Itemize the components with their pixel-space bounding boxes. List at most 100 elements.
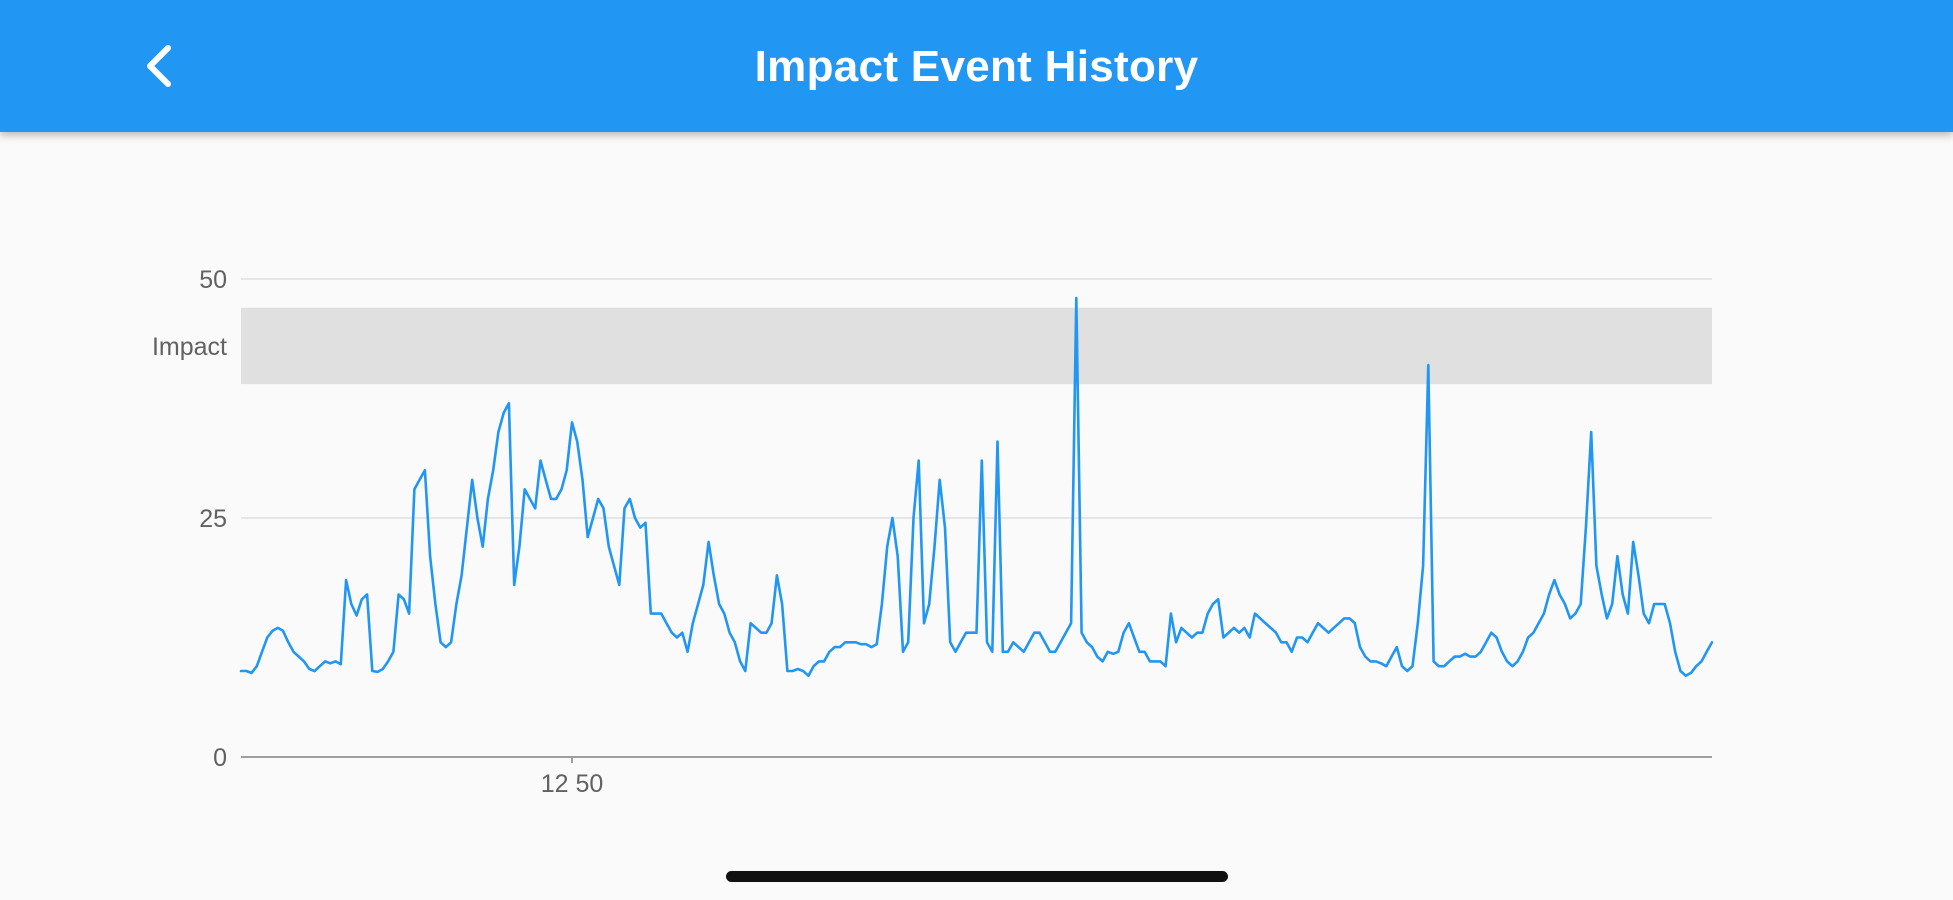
data-point — [1395, 645, 1399, 649]
data-point — [1001, 650, 1005, 654]
data-point — [1095, 655, 1099, 659]
data-point — [1500, 650, 1504, 654]
data-point — [1279, 640, 1283, 644]
data-point — [1400, 664, 1404, 668]
data-point — [1195, 631, 1199, 635]
data-point — [397, 593, 401, 597]
data-point — [654, 612, 658, 616]
data-point — [1116, 650, 1120, 654]
data-point — [943, 526, 947, 530]
data-point — [1673, 650, 1677, 654]
data-point — [486, 497, 490, 501]
data-point — [1274, 631, 1278, 635]
data-point — [407, 612, 411, 616]
data-point — [817, 659, 821, 663]
data-point — [381, 667, 385, 671]
data-point — [954, 650, 958, 654]
data-point — [996, 440, 1000, 444]
data-point — [349, 602, 353, 606]
data-point — [759, 631, 763, 635]
data-point — [901, 650, 905, 654]
data-point — [1384, 664, 1388, 668]
data-point — [964, 631, 968, 635]
data-point — [560, 487, 564, 491]
data-point — [717, 602, 721, 606]
data-point — [1390, 655, 1394, 659]
data-point — [1510, 664, 1514, 668]
data-point — [1059, 640, 1063, 644]
data-point — [412, 487, 416, 491]
data-point — [1337, 621, 1341, 625]
data-point — [1421, 564, 1425, 568]
data-point — [297, 655, 301, 659]
data-point — [696, 602, 700, 606]
data-point — [749, 621, 753, 625]
data-point — [386, 659, 390, 663]
data-point — [491, 468, 495, 472]
data-point — [623, 506, 627, 510]
data-point — [1227, 631, 1231, 635]
data-point — [1684, 674, 1688, 678]
data-point — [838, 645, 842, 649]
data-point — [843, 640, 847, 644]
data-point — [1710, 640, 1714, 644]
data-point — [370, 669, 374, 673]
data-point — [1579, 602, 1583, 606]
data-point — [365, 593, 369, 597]
data-point — [1206, 612, 1210, 616]
data-point — [1526, 636, 1530, 640]
data-point — [1568, 616, 1572, 620]
data-point — [607, 545, 611, 549]
data-point — [612, 564, 616, 568]
data-point — [1164, 664, 1168, 668]
data-point — [1521, 650, 1525, 654]
data-point — [1143, 650, 1147, 654]
data-point — [544, 478, 548, 482]
data-point — [475, 516, 479, 520]
data-point — [959, 640, 963, 644]
data-point — [1074, 296, 1078, 300]
data-point — [1447, 659, 1451, 663]
data-point — [1221, 636, 1225, 640]
data-point — [1468, 655, 1472, 659]
data-point — [1694, 664, 1698, 668]
data-point — [801, 669, 805, 673]
data-point — [1689, 671, 1693, 675]
data-point — [1379, 661, 1383, 665]
app-bar: Impact Event History — [0, 0, 1953, 132]
data-point — [402, 597, 406, 601]
data-point — [1185, 631, 1189, 635]
data-point — [1610, 602, 1614, 606]
data-point — [644, 521, 648, 525]
data-point — [738, 659, 742, 663]
data-point — [1085, 640, 1089, 644]
data-point — [1474, 655, 1478, 659]
back-button[interactable] — [128, 34, 192, 98]
data-point — [1647, 621, 1651, 625]
data-point — [1327, 631, 1331, 635]
data-point — [391, 650, 395, 654]
data-point — [1442, 664, 1446, 668]
data-point — [691, 621, 695, 625]
data-point — [775, 573, 779, 577]
data-point — [239, 669, 243, 673]
data-point — [1594, 564, 1598, 568]
data-point — [1405, 669, 1409, 673]
data-point — [1132, 636, 1136, 640]
data-point — [743, 669, 747, 673]
data-point — [1064, 631, 1068, 635]
data-point — [1426, 363, 1430, 367]
data-point — [1416, 621, 1420, 625]
data-point — [1505, 659, 1509, 663]
data-point — [528, 497, 532, 501]
data-point — [533, 506, 537, 510]
data-point — [1621, 593, 1625, 597]
data-point — [917, 459, 921, 463]
data-point — [1558, 593, 1562, 597]
data-point — [1432, 659, 1436, 663]
data-point — [1679, 669, 1683, 673]
data-point — [1190, 636, 1194, 640]
data-point — [470, 478, 474, 482]
data-point — [1531, 631, 1535, 635]
data-point — [1101, 659, 1105, 663]
